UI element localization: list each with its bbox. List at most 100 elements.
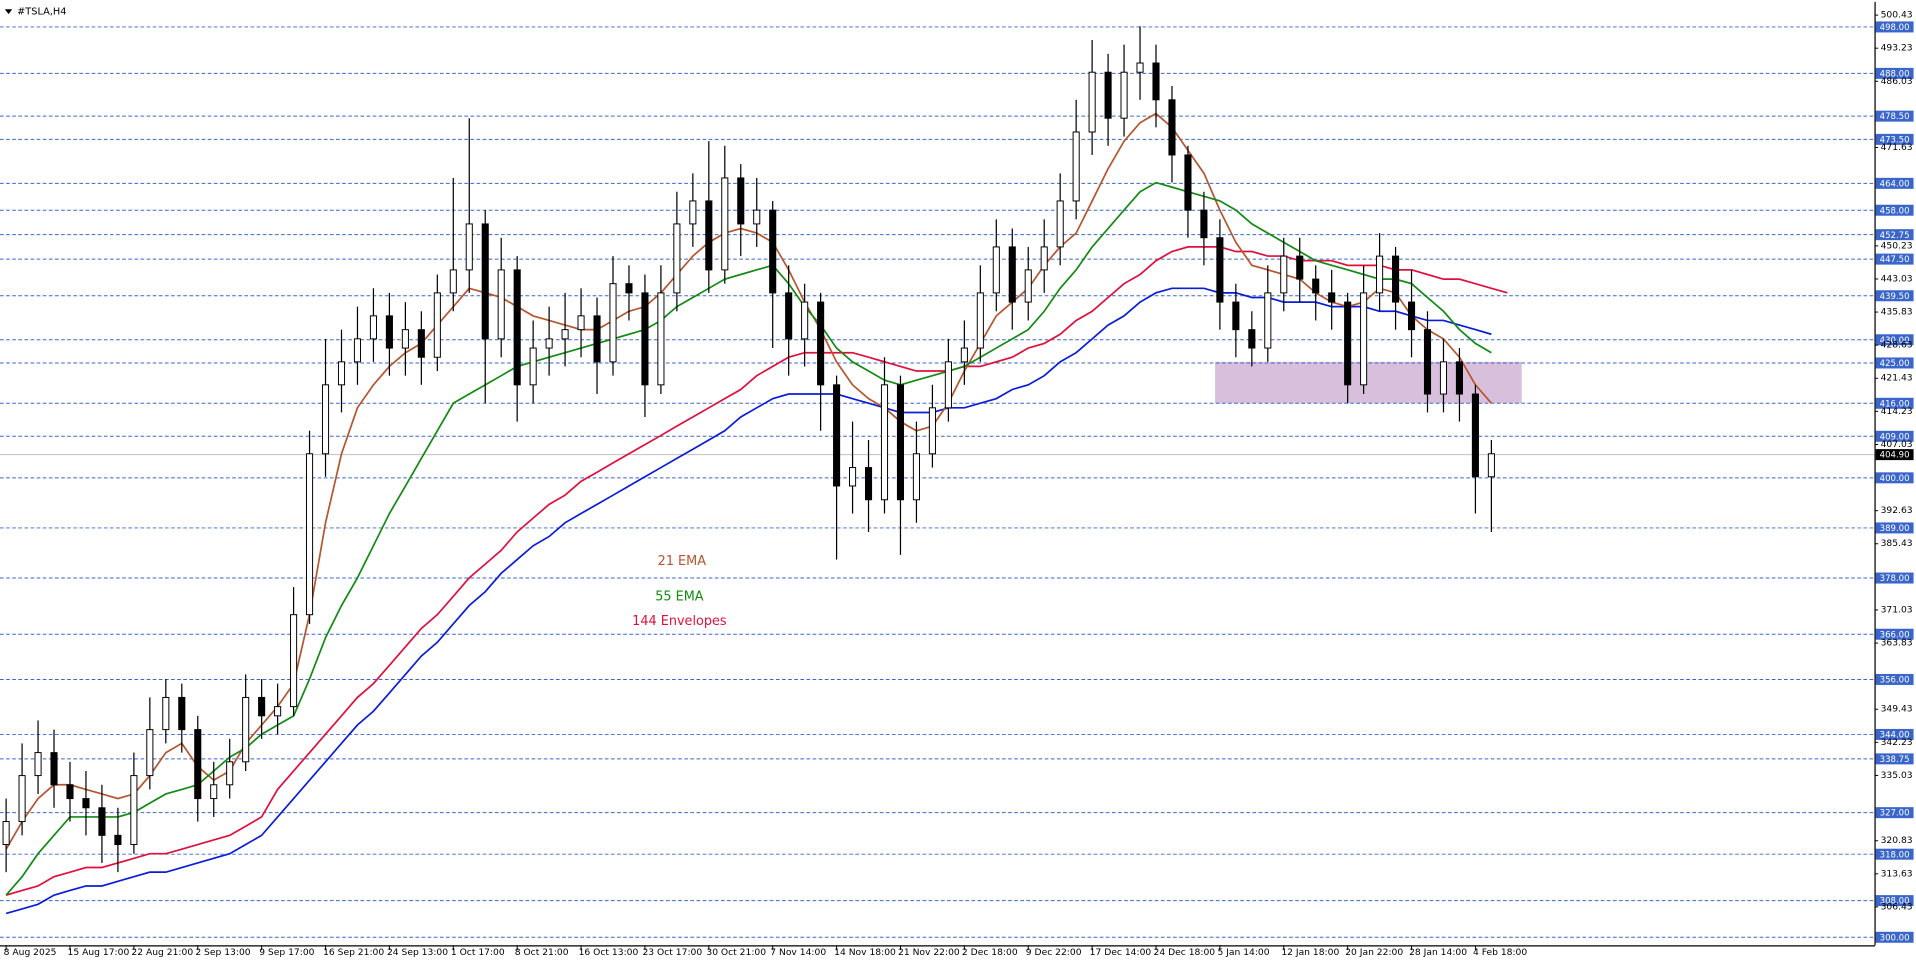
candle-body — [1024, 269, 1032, 303]
candle-body — [114, 834, 122, 846]
candle-body — [976, 292, 984, 349]
y-tick-label: 385.43 — [1881, 538, 1913, 549]
envelope-lower — [5, 287, 1492, 915]
y-tick-label: 349.43 — [1881, 704, 1913, 715]
candle-body — [385, 315, 393, 349]
level-label-box — [1875, 357, 1914, 369]
candle-body — [210, 784, 218, 800]
indicator-layer: 21 EMA 55 EMA 144 Envelopes — [5, 112, 1508, 915]
candle-body — [896, 384, 905, 501]
candle-body — [178, 696, 186, 731]
level-label: 409.00 — [1880, 432, 1910, 442]
x-tick-label: 14 Nov 18:00 — [834, 947, 896, 958]
candle-body — [449, 269, 457, 294]
candle-body — [880, 384, 889, 501]
level-label: 416.00 — [1880, 399, 1910, 409]
level-label: 473.50 — [1880, 135, 1910, 145]
candle-body — [944, 361, 952, 409]
y-tick-label: 428.63 — [1881, 340, 1913, 351]
candle-body — [18, 775, 26, 823]
candle-body — [1376, 255, 1384, 294]
candle-body — [2, 821, 10, 846]
candle-body — [226, 761, 234, 786]
level-label: 356.00 — [1880, 676, 1910, 686]
level-label-box — [1875, 673, 1914, 685]
y-tick-label: 320.83 — [1881, 835, 1913, 846]
level-label-box — [1875, 848, 1914, 860]
candle-body — [258, 696, 266, 717]
candle-body — [849, 467, 857, 487]
y-tick-label: 306.43 — [1881, 901, 1913, 912]
candle-body — [1423, 329, 1432, 395]
candle-body — [162, 696, 170, 731]
candle-body — [369, 315, 377, 340]
x-tick-label: 12 Jan 18:00 — [1281, 947, 1339, 958]
level-label-box — [1875, 807, 1914, 819]
current-price-box — [1875, 449, 1914, 461]
candle-body — [705, 200, 713, 271]
candle-body — [721, 177, 729, 271]
candle-body — [274, 706, 282, 717]
candle-body — [50, 752, 58, 786]
y-tick-label: 392.63 — [1881, 505, 1913, 516]
x-tick-label: 30 Oct 21:00 — [706, 947, 766, 958]
x-tick-label: 16 Sep 21:00 — [323, 947, 384, 958]
x-tick-label: 7 Nov 14:00 — [770, 947, 826, 958]
level-label: 308.00 — [1880, 897, 1910, 907]
level-label-box — [1875, 628, 1914, 640]
level-label-box — [1875, 572, 1914, 584]
y-tick-label: 363.83 — [1881, 638, 1913, 649]
x-tick-label: 8 Aug 2025 — [4, 947, 57, 958]
level-label-box — [1875, 895, 1914, 907]
candle-body — [1168, 99, 1176, 156]
candle-body — [146, 729, 154, 777]
level-label: 458.00 — [1880, 206, 1910, 216]
candle-body — [1248, 329, 1256, 349]
level-label-box — [1875, 397, 1914, 409]
candle-body — [1392, 255, 1400, 303]
y-tick-label: 371.03 — [1881, 604, 1913, 615]
x-tick-label: 17 Dec 14:00 — [1090, 947, 1152, 958]
candle-body — [417, 329, 425, 358]
candle-body — [1104, 71, 1112, 119]
level-label: 378.00 — [1880, 574, 1910, 584]
level-label: 318.00 — [1880, 850, 1910, 860]
candle-body — [769, 209, 777, 294]
candle-body — [1120, 71, 1128, 119]
x-tick-label: 21 Nov 22:00 — [898, 947, 960, 958]
current-price-label: 404.90 — [1880, 451, 1910, 461]
candle-body — [928, 407, 936, 455]
level-label: 400.00 — [1880, 474, 1910, 484]
candle-body — [1072, 131, 1080, 202]
x-tick-label: 20 Jan 22:00 — [1345, 947, 1403, 958]
y-tick-label: 407.03 — [1881, 439, 1913, 450]
level-label-box — [1875, 177, 1914, 189]
level-label-box — [1875, 204, 1914, 216]
candle-body — [465, 223, 473, 271]
ema-line — [5, 112, 1493, 850]
candle-body — [641, 292, 649, 386]
candle-body — [401, 329, 409, 349]
candle-body — [609, 283, 617, 363]
candle-body — [34, 752, 42, 777]
candle-body — [689, 200, 697, 225]
candle-body — [290, 614, 298, 708]
x-tick-label: 1 Oct 17:00 — [451, 947, 505, 958]
candle-body — [1088, 71, 1096, 133]
level-label-box — [1875, 753, 1914, 765]
level-label: 327.00 — [1880, 809, 1910, 819]
level-label: 389.00 — [1880, 524, 1910, 534]
level-label: 439.50 — [1880, 292, 1910, 302]
level-label-box — [1875, 522, 1914, 534]
candle-body — [545, 338, 553, 349]
series-label: 55 EMA — [655, 589, 704, 604]
ema-line — [5, 181, 1492, 896]
candle-body — [1152, 62, 1160, 101]
candle-body — [864, 467, 873, 501]
title-arrow — [4, 9, 13, 15]
candle-body — [1344, 301, 1352, 386]
candle-body — [481, 223, 489, 340]
level-label-box — [1875, 430, 1914, 442]
candle-body — [625, 283, 633, 294]
